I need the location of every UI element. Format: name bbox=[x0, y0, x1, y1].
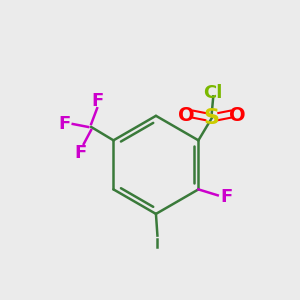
Text: F: F bbox=[58, 115, 70, 133]
Text: S: S bbox=[204, 108, 220, 128]
Text: F: F bbox=[220, 188, 232, 206]
Text: Cl: Cl bbox=[204, 84, 223, 102]
Text: O: O bbox=[178, 106, 195, 124]
Text: O: O bbox=[229, 106, 245, 124]
Text: F: F bbox=[75, 144, 87, 162]
Text: F: F bbox=[91, 92, 103, 110]
